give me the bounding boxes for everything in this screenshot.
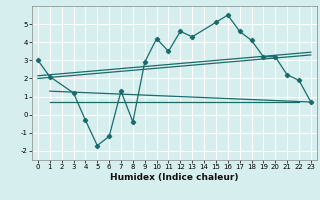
X-axis label: Humidex (Indice chaleur): Humidex (Indice chaleur) xyxy=(110,173,239,182)
